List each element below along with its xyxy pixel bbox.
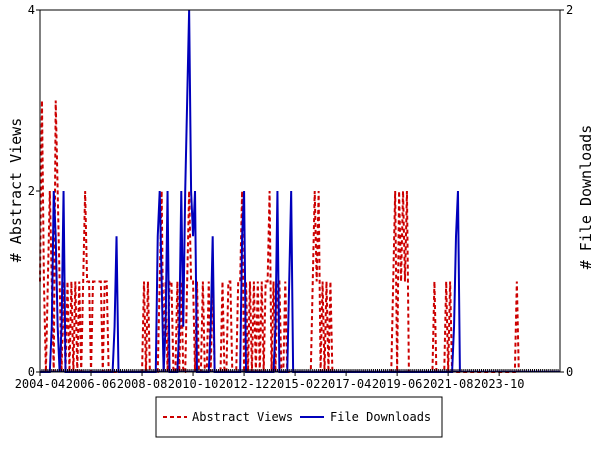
x-tick-label: 2019-06 — [372, 377, 423, 391]
legend-abstract-views-label: Abstract Views — [192, 410, 293, 424]
y-left-tick-label: 0 — [28, 365, 35, 379]
y-right-tick-label: 2 — [566, 3, 573, 17]
legend-file-downloads-label: File Downloads — [330, 410, 431, 424]
axis-layer: 2004-04 2006-06 2008-08 2010-10 2012-12 2015-… — [15, 3, 574, 391]
x-tick-label: 2008-08 — [117, 377, 168, 391]
y-left-axis-label: # Abstract Views — [7, 118, 25, 263]
x-tick-label: 2006-06 — [66, 377, 117, 391]
x-tick-label: 2023-10 — [474, 377, 525, 391]
legend: Abstract Views File Downloads — [155, 396, 443, 438]
x-tick-label: 2015-02 — [270, 377, 321, 391]
series-line-abstract-views — [39, 100, 520, 373]
x-tick-label: 2012-12 — [219, 377, 270, 391]
plot-frame — [39, 9, 561, 373]
series-line-file-downloads — [40, 9, 461, 373]
x-tick-label: 2004-04 — [15, 377, 66, 391]
legend-box — [155, 396, 443, 438]
y-left-tick-label: 4 — [28, 3, 35, 17]
y-right-axis-label: # File Downloads — [577, 125, 595, 270]
y-right-tick-label: 0 — [566, 365, 573, 379]
x-tick-label: 2021-08 — [423, 377, 474, 391]
x-tick-label: 2010-10 — [168, 377, 219, 391]
x-tick-label: 2017-04 — [321, 377, 372, 391]
y-left-tick-label: 2 — [28, 184, 35, 198]
